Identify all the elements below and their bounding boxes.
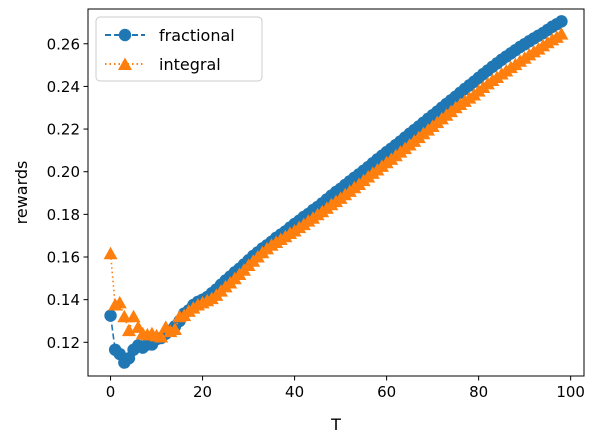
data-point-integral bbox=[121, 323, 136, 337]
data-point-fractional bbox=[104, 309, 117, 322]
y-tick-label: 0.12 bbox=[47, 334, 80, 352]
y-tick-label: 0.24 bbox=[47, 78, 80, 96]
data-point-integral bbox=[112, 295, 127, 309]
x-tick-label: 0 bbox=[106, 383, 116, 401]
data-point-integral bbox=[167, 322, 182, 336]
x-tick-label: 40 bbox=[285, 383, 304, 401]
x-tick-label: 80 bbox=[469, 383, 488, 401]
data-point-integral bbox=[126, 309, 141, 323]
legend: fractional integral bbox=[95, 16, 263, 82]
series-layer bbox=[103, 15, 569, 369]
series-integral bbox=[103, 27, 569, 343]
data-point-integral bbox=[554, 27, 569, 40]
x-tick-label: 100 bbox=[556, 383, 585, 401]
y-tick-label: 0.14 bbox=[47, 291, 80, 309]
legend-label-fractional: fractional bbox=[159, 26, 235, 45]
data-point-integral bbox=[117, 309, 132, 323]
y-tick-label: 0.26 bbox=[47, 35, 80, 53]
y-tick-label: 0.20 bbox=[47, 163, 80, 181]
legend-marker-integral bbox=[118, 57, 132, 70]
data-point-integral bbox=[154, 329, 169, 343]
data-point-integral bbox=[103, 246, 118, 260]
legend-entry-integral: integral bbox=[105, 55, 221, 74]
y-tick-label: 0.22 bbox=[47, 121, 80, 139]
x-tick-label: 20 bbox=[193, 383, 212, 401]
x-axis-label: T bbox=[330, 415, 341, 434]
legend-entry-fractional: fractional bbox=[105, 26, 235, 45]
y-axis-label: rewards bbox=[12, 161, 31, 225]
x-tick-label: 60 bbox=[377, 383, 396, 401]
y-tick-label: 0.18 bbox=[47, 206, 80, 224]
data-point-fractional bbox=[555, 15, 568, 28]
plot-frame bbox=[87, 8, 585, 377]
y-tick-label: 0.16 bbox=[47, 249, 80, 267]
legend-label-integral: integral bbox=[159, 55, 221, 74]
x-axis: 0 20 40 60 80 100 bbox=[106, 376, 585, 401]
y-axis: 0.12 0.14 0.16 0.18 0.20 0.22 0.24 0.26 bbox=[47, 35, 88, 352]
legend-marker-fractional bbox=[118, 28, 132, 42]
